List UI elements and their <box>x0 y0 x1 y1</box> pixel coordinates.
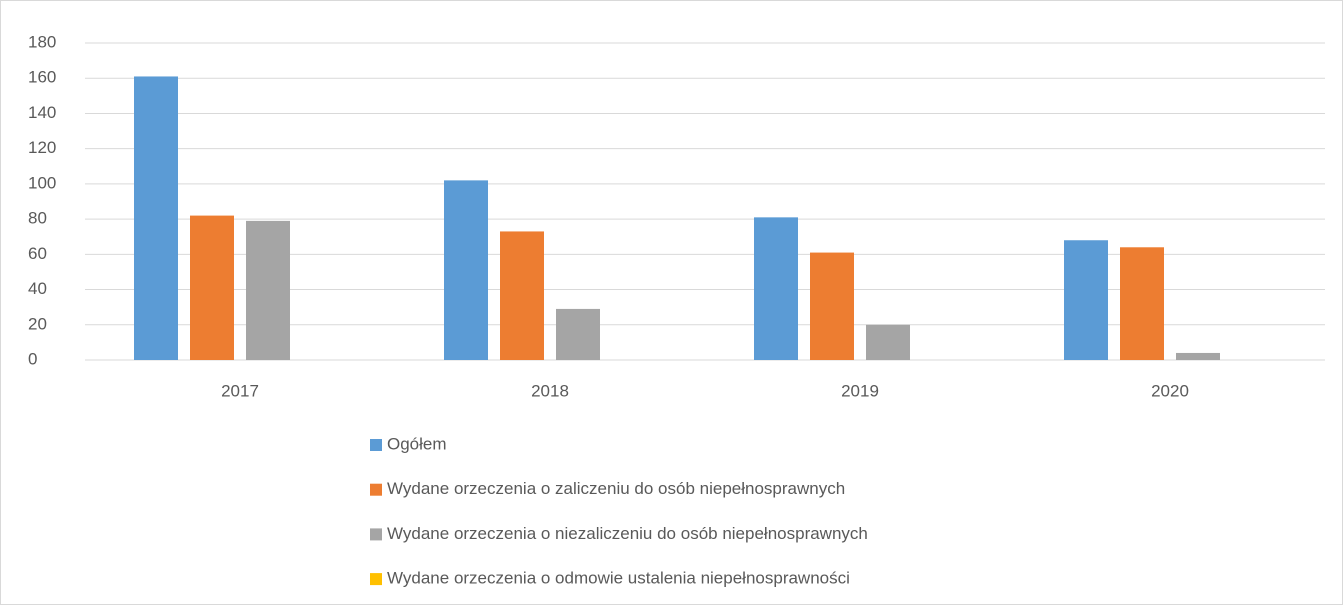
bar <box>1120 247 1164 360</box>
bar <box>754 217 798 360</box>
legend-label: Wydane orzeczenia o zaliczeniu do osób n… <box>387 479 845 498</box>
bar <box>190 215 234 360</box>
y-tick-label: 120 <box>28 138 56 157</box>
legend-swatch <box>370 528 382 541</box>
legend-label: Wydane orzeczenia o niezaliczeniu do osó… <box>387 524 868 543</box>
y-tick-label: 180 <box>28 32 56 51</box>
x-tick-label: 2018 <box>531 381 569 400</box>
bar <box>866 324 910 360</box>
legend-swatch <box>370 483 382 496</box>
y-tick-label: 80 <box>28 209 47 228</box>
bar <box>1064 240 1108 360</box>
y-tick-label: 60 <box>28 244 47 263</box>
x-tick-label: 2017 <box>221 381 259 400</box>
bar <box>500 231 544 360</box>
bar <box>444 180 488 360</box>
legend-label: Ogółem <box>387 434 447 453</box>
legend-swatch <box>370 573 382 586</box>
y-tick-label: 100 <box>28 173 56 192</box>
x-tick-label: 2020 <box>1151 381 1189 400</box>
bar <box>134 76 178 360</box>
y-tick-label: 40 <box>28 279 47 298</box>
bar <box>246 220 290 360</box>
y-tick-label: 0 <box>28 349 37 368</box>
legend-label: Wydane orzeczenia o odmowie ustalenia ni… <box>387 569 850 588</box>
x-tick-label: 2019 <box>841 381 879 400</box>
y-tick-label: 140 <box>28 103 56 122</box>
bar <box>556 308 600 360</box>
bar <box>1176 352 1220 360</box>
y-tick-label: 160 <box>28 68 56 87</box>
y-tick-label: 20 <box>28 314 47 333</box>
bar <box>810 252 854 360</box>
legend-swatch <box>370 439 382 451</box>
